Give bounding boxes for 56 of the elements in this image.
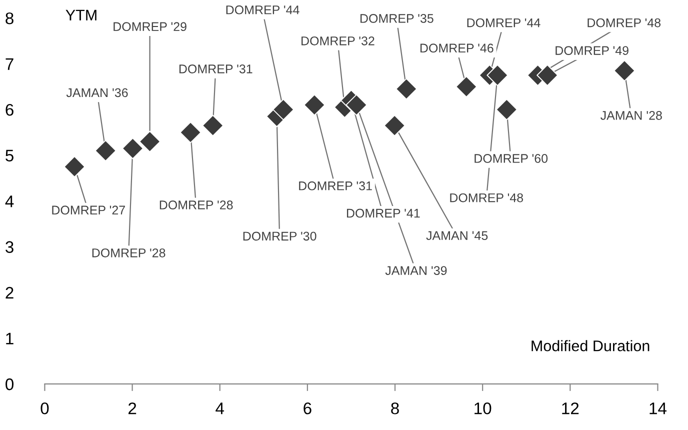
y-tick-label: 8 xyxy=(6,12,14,24)
y-axis-title: YTM xyxy=(66,10,96,20)
x-tick-label: 14 xyxy=(650,402,667,414)
annotation: DOMREP '35 xyxy=(360,14,434,23)
x-tick-label: 0 xyxy=(40,402,49,414)
annotation: DOMREP '27 xyxy=(52,206,125,215)
x-tick-label: 4 xyxy=(216,402,224,414)
point xyxy=(272,98,294,120)
y-tick-label: 5 xyxy=(6,150,14,162)
point xyxy=(486,64,508,86)
y-tick-label: 1 xyxy=(6,332,14,344)
point xyxy=(536,64,558,86)
point xyxy=(139,130,161,152)
point xyxy=(122,138,144,160)
y-tick-label: 6 xyxy=(6,104,14,116)
y-tick-label: 7 xyxy=(6,58,14,70)
point xyxy=(396,78,418,100)
annotation: JAMAN '45 xyxy=(426,231,488,240)
point xyxy=(304,94,326,116)
point xyxy=(456,76,478,98)
x-tick-label: 12 xyxy=(562,402,579,414)
annotation: DOMREP '41 xyxy=(346,208,420,218)
annotation: DOMREP '32 xyxy=(302,36,374,46)
annotation: DOMREP '44 xyxy=(467,18,540,28)
annotation: DOMREP '31 xyxy=(299,181,372,190)
annotation: DOMREP '60 xyxy=(474,154,548,163)
point xyxy=(614,60,636,82)
annotation: DOMREP '28 xyxy=(92,248,166,258)
point xyxy=(496,98,518,120)
y-tick-label: 4 xyxy=(5,196,14,208)
annotation: JAMAN '36 xyxy=(66,88,128,98)
annotation: DOMREP '44 xyxy=(226,5,300,14)
annotation: DOMREP '29 xyxy=(114,22,186,32)
point xyxy=(180,122,202,144)
annotation: DOMREP '30 xyxy=(243,232,316,241)
point xyxy=(202,114,224,136)
annotation: JAMAN '28 xyxy=(600,111,662,120)
annotation: DOMREP '28 xyxy=(160,200,233,210)
annotation: DOMREP '46 xyxy=(420,44,494,53)
x-axis-title: Modified Duration xyxy=(532,340,650,352)
x-tick-label: 10 xyxy=(474,402,492,414)
annotation: DOMREP '31 xyxy=(179,64,252,74)
y-tick-label: 3 xyxy=(6,241,14,253)
point xyxy=(384,114,406,136)
annotation: DOMREP '49 xyxy=(556,46,628,55)
annotation: JAMAN '39 xyxy=(385,266,447,275)
y-tick-label: 2 xyxy=(6,286,14,299)
point xyxy=(94,140,116,162)
annotation: DOMREP '48 xyxy=(450,193,524,202)
point xyxy=(346,94,368,116)
annotation: DOMREP '48 xyxy=(588,18,661,28)
x-tick-label: 8 xyxy=(391,402,399,414)
point xyxy=(64,156,86,178)
x-tick-label: 6 xyxy=(304,402,312,414)
x-tick-label: 2 xyxy=(128,402,136,414)
y-tick-label: 0 xyxy=(6,378,14,390)
